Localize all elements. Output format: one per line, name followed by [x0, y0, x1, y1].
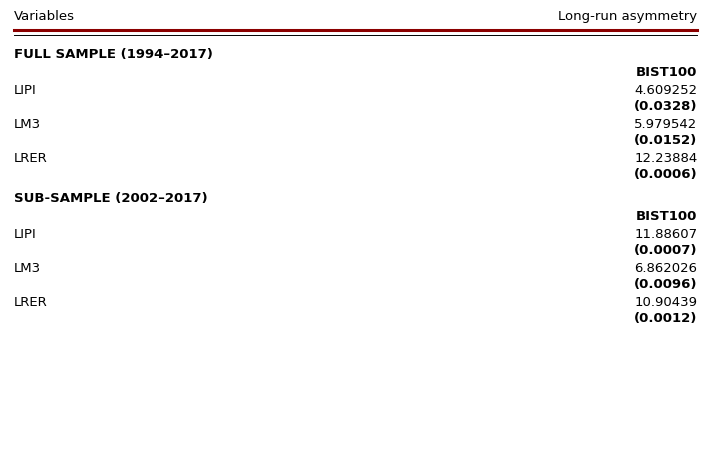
Text: LM3: LM3 [14, 262, 41, 275]
Text: LRER: LRER [14, 152, 48, 165]
Text: BIST100: BIST100 [636, 210, 697, 223]
Text: 4.609252: 4.609252 [634, 84, 697, 97]
Text: Long-run asymmetry: Long-run asymmetry [558, 10, 697, 23]
Text: (0.0007): (0.0007) [634, 244, 697, 257]
Text: FULL SAMPLE (1994–2017): FULL SAMPLE (1994–2017) [14, 48, 213, 61]
Text: LIPI: LIPI [14, 84, 37, 97]
Text: (0.0012): (0.0012) [634, 312, 697, 325]
Text: 11.88607: 11.88607 [634, 228, 697, 241]
Text: (0.0006): (0.0006) [634, 168, 697, 181]
Text: (0.0152): (0.0152) [634, 134, 697, 147]
Text: LM3: LM3 [14, 118, 41, 131]
Text: 5.979542: 5.979542 [634, 118, 697, 131]
Text: BIST100: BIST100 [636, 66, 697, 79]
Text: 10.90439: 10.90439 [634, 296, 697, 309]
Text: Variables: Variables [14, 10, 75, 23]
Text: (0.0096): (0.0096) [634, 278, 697, 291]
Text: SUB-SAMPLE (2002–2017): SUB-SAMPLE (2002–2017) [14, 192, 207, 205]
Text: 12.23884: 12.23884 [634, 152, 697, 165]
Text: LIPI: LIPI [14, 228, 37, 241]
Text: LRER: LRER [14, 296, 48, 309]
Text: 6.862026: 6.862026 [634, 262, 697, 275]
Text: (0.0328): (0.0328) [634, 100, 697, 113]
